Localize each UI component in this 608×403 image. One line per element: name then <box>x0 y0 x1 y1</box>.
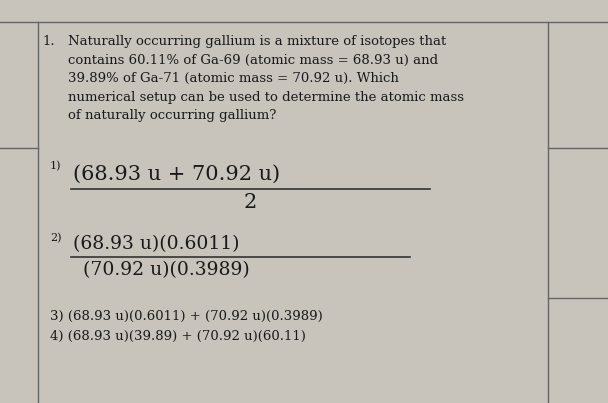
Text: numerical setup can be used to determine the atomic mass: numerical setup can be used to determine… <box>68 91 464 104</box>
Text: 2): 2) <box>50 233 61 243</box>
Text: (68.93 u + 70.92 u): (68.93 u + 70.92 u) <box>73 165 280 184</box>
Text: 3) (68.93 u)(0.6011) + (70.92 u)(0.3989): 3) (68.93 u)(0.6011) + (70.92 u)(0.3989) <box>50 310 323 323</box>
Text: (70.92 u)(0.3989): (70.92 u)(0.3989) <box>83 261 250 279</box>
Text: 1.: 1. <box>42 35 55 48</box>
Text: Naturally occurring gallium is a mixture of isotopes that: Naturally occurring gallium is a mixture… <box>68 35 446 48</box>
Text: (68.93 u)(0.6011): (68.93 u)(0.6011) <box>73 235 240 253</box>
Text: 4) (68.93 u)(39.89) + (70.92 u)(60.11): 4) (68.93 u)(39.89) + (70.92 u)(60.11) <box>50 330 306 343</box>
Text: of naturally occurring gallium?: of naturally occurring gallium? <box>68 109 277 122</box>
Text: 39.89% of Ga-71 (atomic mass = 70.92 u). Which: 39.89% of Ga-71 (atomic mass = 70.92 u).… <box>68 72 399 85</box>
Text: contains 60.11% of Ga-69 (atomic mass = 68.93 u) and: contains 60.11% of Ga-69 (atomic mass = … <box>68 54 438 66</box>
Text: 1): 1) <box>50 161 61 171</box>
Text: 2: 2 <box>243 193 257 212</box>
